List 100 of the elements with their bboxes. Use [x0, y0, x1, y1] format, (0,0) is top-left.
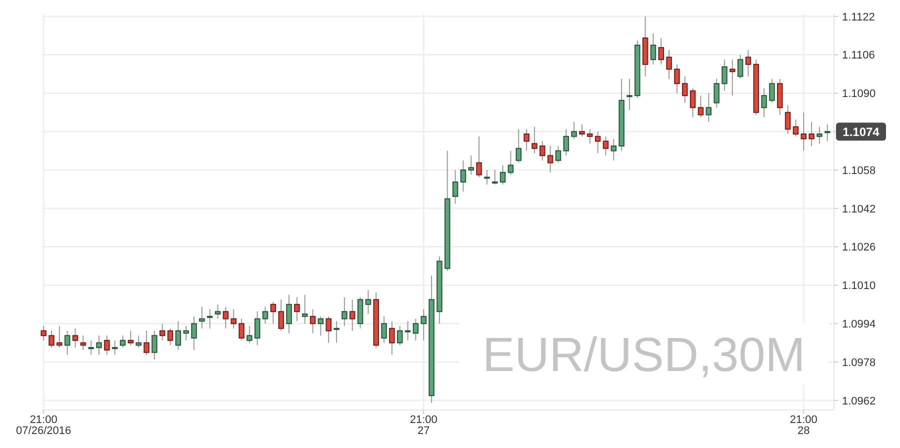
text: EUR/USD,30M [482, 328, 806, 382]
candlestick [737, 54, 744, 80]
candlestick [286, 294, 292, 334]
candlestick [270, 302, 276, 324]
y-tick-label: 1.1106 [842, 50, 875, 62]
candlestick [310, 308, 316, 334]
candlestick [334, 320, 340, 344]
candlestick [238, 318, 244, 341]
candlestick [199, 306, 205, 329]
x-tick-label: 21:00 07/26/2016 [16, 414, 72, 437]
candlestick [658, 38, 664, 65]
candlestick [326, 316, 332, 344]
candlestick [516, 128, 522, 164]
candlestick [230, 308, 236, 329]
candlestick [800, 112, 807, 152]
y-tick-label: 1.1090 [842, 88, 876, 100]
candlestick [666, 50, 672, 80]
candlestick [120, 335, 126, 348]
candlestick [214, 304, 221, 320]
candlestick [722, 59, 728, 92]
candlestick [349, 299, 356, 332]
candlestick [222, 306, 229, 329]
y-tick-label: 1.1042 [842, 203, 876, 216]
candlestick [460, 160, 466, 192]
candlestick [532, 126, 538, 154]
candlestick [152, 330, 158, 360]
candlestick [389, 320, 395, 356]
candlestick [136, 335, 142, 348]
candlestick [159, 323, 166, 341]
y-tick-label: 1.1122 [842, 11, 875, 24]
candlestick [342, 296, 348, 326]
candlestick [396, 326, 403, 346]
candlestick [246, 326, 252, 344]
candlestick [404, 320, 411, 341]
candlestick [167, 328, 174, 346]
candlestick [318, 316, 324, 336]
candlestick [602, 136, 609, 156]
candlestick [745, 50, 752, 77]
candlestick [420, 308, 426, 341]
candlestick [96, 335, 102, 356]
candlestick [452, 170, 458, 204]
y-tick-label: 1.1058 [842, 164, 876, 177]
candlestick [698, 95, 704, 118]
y-tick-label: 1.1010 [842, 280, 876, 292]
candlestick [714, 78, 720, 108]
candlestick [555, 146, 562, 164]
candlestick [365, 290, 372, 314]
candlestick [357, 296, 364, 329]
candlestick [524, 128, 530, 152]
candlestick [88, 340, 94, 356]
candlestick [690, 88, 696, 118]
candlestick [492, 170, 498, 185]
candlestick [816, 126, 822, 144]
candlestick [730, 59, 736, 96]
candlestick [262, 306, 268, 324]
candlestick [294, 296, 300, 322]
candlestick [56, 326, 62, 348]
candlestick [302, 294, 308, 324]
candlestick [128, 330, 134, 346]
candlestick [183, 326, 189, 341]
candlestick [626, 78, 632, 110]
candlestick [112, 340, 118, 356]
candlestick [792, 119, 799, 137]
x-tick-label: 21:00 28 [790, 414, 818, 437]
candlestick [144, 330, 150, 356]
candlestick [769, 78, 775, 104]
x-tick-label: 21:00 27 [410, 414, 438, 437]
candlestick [175, 320, 182, 350]
candlestick [40, 326, 46, 341]
candlestick [579, 124, 585, 137]
candlestick [594, 131, 601, 154]
candlestick [191, 316, 197, 350]
candlestick [540, 140, 546, 161]
candlestick [500, 164, 506, 185]
candlestick [571, 122, 577, 140]
text: 1.1074 [842, 124, 880, 139]
candlestick [610, 138, 617, 161]
candlestick [476, 136, 482, 178]
candlestick [563, 128, 570, 156]
candlestick [650, 32, 656, 65]
y-tick-label: 1.1026 [842, 242, 876, 254]
candlestick [808, 122, 814, 146]
candlestick [104, 335, 110, 356]
candlestick [761, 88, 767, 118]
candlestick [484, 170, 490, 185]
y-tick-label: 1.0978 [842, 356, 876, 369]
candlestick [682, 76, 688, 104]
candlestick [254, 311, 260, 346]
candlestick [468, 155, 474, 176]
candlestick [278, 299, 284, 332]
candlestick [784, 104, 791, 134]
candlestick [72, 328, 78, 348]
y-tick-label: 1.0962 [842, 395, 876, 408]
candlestick [206, 308, 213, 329]
candlestick [48, 330, 54, 348]
candlestick [587, 128, 593, 144]
candlestick [674, 64, 680, 94]
candlestick [412, 318, 419, 341]
y-tick-label: 1.0994 [842, 318, 876, 330]
candlestick [824, 124, 830, 142]
